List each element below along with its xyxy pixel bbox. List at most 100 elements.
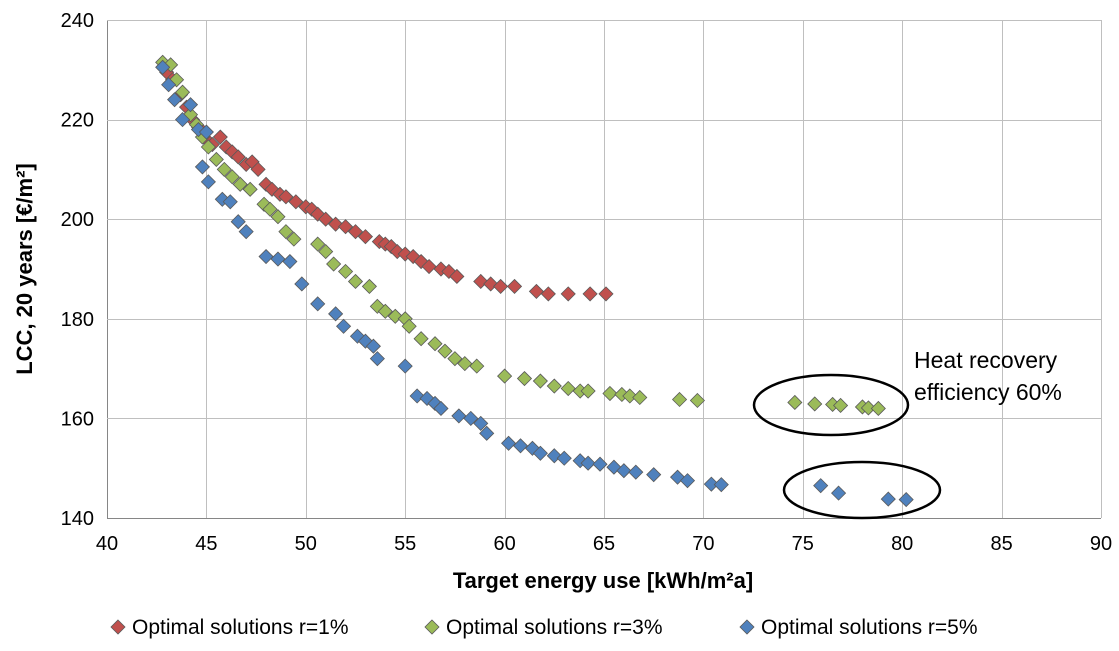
data-point: [401, 318, 417, 334]
data-point: [347, 273, 364, 290]
data-point: [357, 229, 374, 245]
data-point: [194, 159, 210, 175]
x-tick-label: 80: [891, 533, 913, 555]
data-point: [807, 396, 823, 412]
data-point: [318, 244, 334, 260]
data-point: [318, 211, 334, 227]
data-point: [516, 370, 533, 387]
data-point: [813, 478, 829, 494]
data-point: [377, 303, 393, 319]
data-point: [898, 492, 914, 508]
data-point: [598, 286, 614, 302]
data-point: [232, 176, 248, 192]
legend: Optimal solutions r=1% Optimal solutions …: [110, 616, 978, 639]
data-point: [556, 450, 572, 466]
y-axis-title: LCC, 20 years [€/m²]: [12, 163, 37, 375]
data-point: [580, 383, 596, 399]
data-point: [361, 278, 377, 294]
data-point: [174, 84, 191, 100]
data-point: [679, 473, 696, 489]
data-point: [230, 149, 246, 165]
data-point: [326, 256, 342, 272]
data-point: [546, 378, 562, 394]
y-tick-label: 200: [61, 209, 94, 231]
data-point: [671, 391, 688, 408]
series-1: [159, 64, 614, 302]
y-tick-label: 220: [61, 110, 94, 132]
data-point: [222, 194, 238, 210]
data-point: [212, 129, 228, 145]
data-point: [473, 415, 489, 431]
data-point: [469, 358, 485, 374]
data-point: [457, 356, 473, 372]
data-point: [310, 236, 326, 252]
data-point: [258, 248, 274, 265]
x-tick-label: 65: [593, 533, 615, 555]
data-point: [787, 394, 803, 411]
data-point: [628, 464, 644, 480]
data-point: [632, 389, 648, 406]
data-point: [713, 477, 729, 493]
data-point: [532, 445, 548, 461]
annotation-line-1: Heat recovery: [914, 347, 1058, 373]
grid-lines: [107, 20, 1102, 519]
data-point: [397, 358, 413, 374]
data-point: [831, 485, 847, 501]
annotation-ellipse-r3: [752, 373, 910, 437]
data-point: [278, 189, 294, 205]
data-point: [200, 139, 216, 155]
x-tick-label: 75: [792, 533, 814, 555]
x-tick-label: 70: [692, 533, 714, 555]
data-point: [288, 194, 304, 210]
y-tick-label: 180: [61, 309, 94, 331]
data-point: [208, 151, 224, 168]
data-point: [870, 400, 886, 417]
data-point: [449, 268, 465, 285]
data-point: [463, 410, 479, 426]
data-point: [427, 336, 443, 352]
annotation-ellipse-r5: [782, 460, 942, 520]
data-point: [479, 425, 495, 441]
data-point: [174, 112, 191, 128]
data-point: [224, 169, 240, 185]
y-tick-label: 240: [61, 10, 94, 32]
data-point: [497, 368, 513, 384]
x-tick-label: 90: [1090, 533, 1112, 555]
data-point: [506, 278, 523, 294]
data-point: [880, 491, 896, 507]
data-point: [646, 467, 662, 483]
y-tick-label: 140: [61, 508, 94, 530]
data-point: [270, 209, 286, 225]
data-point: [182, 97, 199, 113]
data-point: [278, 224, 294, 240]
x-tick-label: 55: [394, 533, 416, 555]
data-point: [580, 455, 596, 471]
data-point: [200, 174, 216, 190]
x-axis-title: Target energy use [kWh/m²a]: [453, 568, 753, 593]
data-point: [451, 408, 467, 424]
data-point: [155, 59, 171, 75]
data-point: [421, 258, 437, 275]
data-point: [582, 286, 598, 302]
data-point: [437, 343, 453, 359]
legend-label: Optimal solutions r=5%: [761, 616, 978, 639]
data-point: [242, 181, 258, 197]
y-tick-label: 160: [61, 408, 94, 430]
data-point: [167, 92, 183, 108]
data-point: [616, 463, 632, 479]
data-point: [250, 161, 266, 177]
data-point: [216, 161, 232, 177]
x-tick-labels: 40 45 50 55 60 65 70 75 80 85 90: [96, 533, 1112, 555]
data-point: [282, 253, 298, 270]
data-point: [540, 286, 556, 302]
data-point: [703, 476, 719, 492]
data-point: [622, 388, 638, 404]
legend-marker: [110, 619, 126, 635]
y-tick-labels: 140 160 180 200 220 240: [61, 10, 94, 530]
data-point: [369, 351, 385, 367]
data-point: [501, 435, 517, 451]
data-points: [155, 54, 914, 508]
data-point: [328, 306, 344, 322]
data-point: [528, 283, 544, 299]
